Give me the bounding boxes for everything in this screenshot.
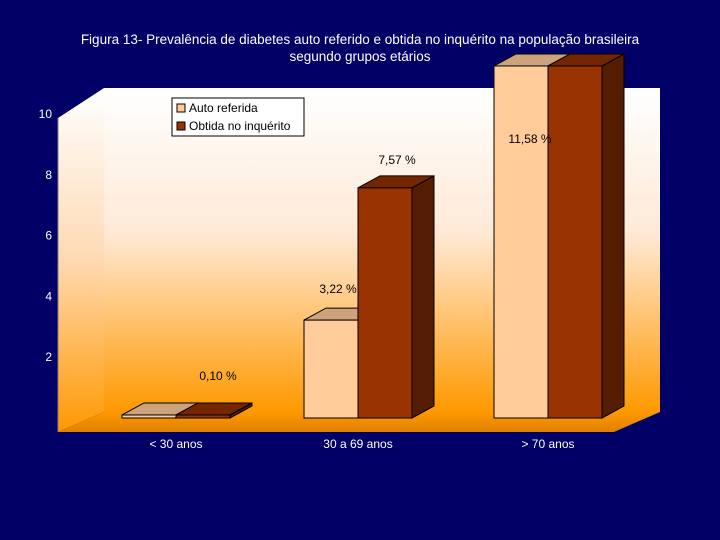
y-tick-label-4: 4 bbox=[45, 289, 52, 303]
y-tick-label-8: 8 bbox=[45, 168, 52, 182]
chart-title-line-1: Figura 13- Prevalência de diabetes auto … bbox=[80, 32, 640, 47]
bar-obtida-3 bbox=[547, 53, 625, 419]
legend-swatch-obtida bbox=[176, 121, 186, 131]
chart-title-line-2: segundo grupos etários bbox=[289, 49, 431, 64]
legend-box bbox=[171, 97, 305, 137]
x-tick-label-3: > 70 anos bbox=[521, 437, 574, 451]
x-tick-label-1: < 30 anos bbox=[149, 437, 202, 451]
bar-front bbox=[303, 319, 359, 419]
data-label-4: 11,58 % bbox=[508, 132, 551, 146]
data-label-2: 3,22 % bbox=[319, 282, 357, 296]
bar-front bbox=[357, 187, 413, 419]
bar-side bbox=[411, 175, 435, 419]
bar-front bbox=[175, 414, 231, 419]
bar-front bbox=[547, 65, 603, 419]
legend-label-auto: Auto referida bbox=[189, 101, 258, 115]
legend: Auto referida Obtida no inquérito bbox=[171, 97, 305, 137]
data-label-3: 7,57 % bbox=[378, 153, 416, 167]
y-tick-label-10: 10 bbox=[39, 107, 53, 121]
chart-title: Figura 13- Prevalência de diabetes auto … bbox=[0, 31, 720, 65]
plot-side-wall bbox=[58, 88, 104, 432]
y-tick-label-2: 2 bbox=[45, 350, 52, 364]
x-tick-label-2: 30 a 69 anos bbox=[323, 437, 392, 451]
legend-swatch-auto bbox=[176, 103, 186, 113]
y-tick-label-6: 6 bbox=[45, 229, 52, 243]
bar-side bbox=[601, 53, 625, 419]
bar-obtida-1 bbox=[175, 402, 253, 419]
legend-label-obtida: Obtida no inquérito bbox=[189, 119, 291, 133]
data-label-1: 0,10 % bbox=[199, 369, 237, 383]
bar-obtida-2 bbox=[357, 175, 435, 419]
bar-front bbox=[121, 414, 177, 419]
bar-front bbox=[493, 65, 549, 419]
